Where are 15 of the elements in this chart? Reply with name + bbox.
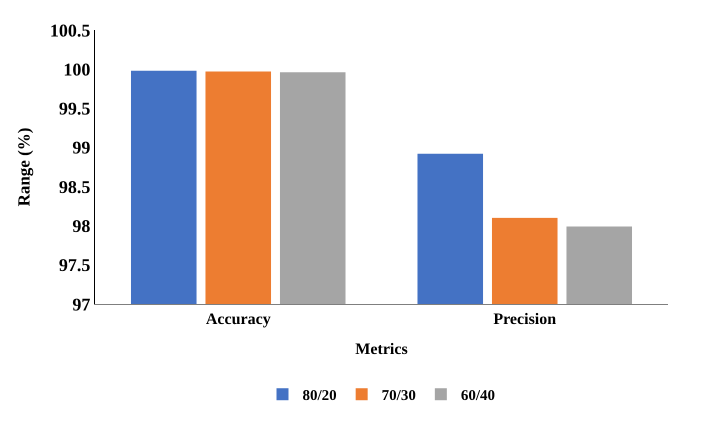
legend-label: 60/40: [460, 388, 496, 404]
y-axis-title: Range (%): [14, 128, 34, 206]
y-tick-label: 97.5: [58, 255, 90, 276]
y-tick-label: 100.5: [50, 20, 90, 40]
y-tick-label: 98: [72, 216, 90, 236]
legend-label: 80/20: [302, 388, 337, 404]
legend-label: 70/30: [382, 388, 416, 404]
y-tick-label: 100: [63, 59, 90, 80]
x-axis-title: Metrics: [355, 340, 408, 358]
y-tick-label: 99.5: [58, 98, 90, 119]
x-tick-label: Accuracy: [206, 311, 271, 328]
y-tick-label: 97: [72, 294, 90, 314]
y-tick-label: 98.5: [58, 176, 90, 197]
y-tick-label: 99: [72, 138, 90, 158]
x-tick-label: Precision: [493, 311, 556, 328]
